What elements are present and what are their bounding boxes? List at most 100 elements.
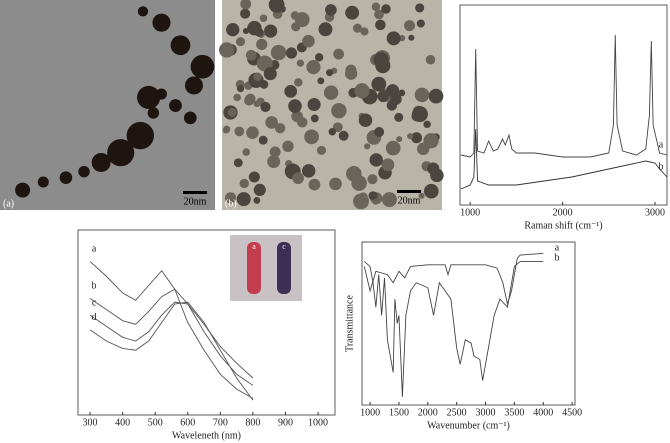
particle bbox=[414, 87, 430, 103]
x-tick-label: 300 bbox=[83, 417, 98, 428]
particle bbox=[223, 125, 231, 133]
series-label: b bbox=[92, 281, 97, 292]
particle bbox=[423, 183, 439, 199]
x-tick-label: 500 bbox=[148, 417, 163, 428]
particle bbox=[372, 198, 379, 205]
particle bbox=[407, 133, 414, 140]
particle bbox=[248, 171, 260, 183]
x-tick-label: 3500 bbox=[504, 407, 524, 418]
particle bbox=[285, 47, 298, 59]
particle bbox=[352, 23, 363, 33]
x-axis-label: Waveleneth (nm) bbox=[172, 430, 241, 441]
y-axis-label: Transmittance bbox=[344, 295, 355, 352]
particle bbox=[369, 153, 383, 167]
particle bbox=[404, 20, 416, 32]
plot-frame bbox=[361, 241, 576, 406]
vial bbox=[277, 242, 291, 294]
inset-photo: a c bbox=[230, 235, 302, 301]
particle bbox=[423, 120, 431, 129]
x-tick-label: 800 bbox=[245, 417, 260, 428]
particle bbox=[263, 67, 277, 81]
particle bbox=[378, 93, 388, 103]
x-tick-label: 1500 bbox=[389, 407, 409, 418]
particle bbox=[325, 87, 338, 100]
particle bbox=[306, 60, 321, 75]
particle bbox=[317, 77, 325, 85]
particle bbox=[307, 98, 321, 112]
x-tick-label: 4000 bbox=[533, 407, 553, 418]
particle bbox=[418, 192, 425, 199]
particle bbox=[147, 107, 160, 119]
vial bbox=[247, 242, 261, 294]
series-line bbox=[89, 301, 254, 379]
particle bbox=[329, 177, 342, 191]
particle bbox=[294, 78, 303, 87]
particle bbox=[137, 85, 161, 109]
particle bbox=[364, 143, 371, 150]
series-label: c bbox=[92, 297, 97, 308]
particle bbox=[183, 111, 197, 125]
particle bbox=[398, 89, 406, 97]
x-tick-label: 700 bbox=[213, 417, 228, 428]
particle bbox=[137, 6, 149, 17]
x-tick-label: 2000 bbox=[553, 207, 573, 218]
particle bbox=[256, 38, 268, 51]
particle bbox=[326, 69, 334, 77]
particle bbox=[245, 93, 256, 104]
plot-frame bbox=[459, 4, 668, 206]
series-line bbox=[460, 128, 668, 190]
particle bbox=[296, 59, 305, 67]
particle bbox=[367, 174, 378, 185]
scale-label: 20nm bbox=[398, 195, 421, 206]
particle bbox=[240, 8, 251, 19]
particle bbox=[292, 172, 304, 185]
particle bbox=[275, 123, 286, 134]
x-tick-label: 1000 bbox=[460, 207, 480, 218]
particle bbox=[354, 83, 370, 99]
particle bbox=[390, 93, 402, 105]
x-tick-label: 1000 bbox=[308, 417, 328, 428]
x-tick-label: 400 bbox=[115, 417, 130, 428]
particle bbox=[353, 193, 369, 210]
particle bbox=[374, 9, 384, 20]
scale-label: 20nm bbox=[184, 196, 207, 207]
series-label: d bbox=[92, 312, 97, 323]
series-line bbox=[364, 261, 544, 397]
series-line bbox=[363, 252, 544, 306]
panel-label: (a) bbox=[3, 198, 14, 209]
particle bbox=[239, 178, 249, 189]
particle bbox=[235, 37, 246, 47]
particle bbox=[425, 55, 436, 65]
x-tick-label: 600 bbox=[180, 417, 195, 428]
particle bbox=[316, 145, 327, 156]
particle bbox=[345, 5, 360, 20]
particle bbox=[411, 132, 423, 144]
particle bbox=[190, 54, 215, 79]
x-axis-label: Raman shift (cm⁻¹) bbox=[524, 220, 602, 231]
x-tick-label: 4500 bbox=[562, 407, 582, 418]
particle bbox=[371, 2, 381, 11]
scale-bar bbox=[397, 190, 421, 193]
particle bbox=[169, 99, 182, 112]
particle bbox=[225, 192, 237, 204]
particle bbox=[423, 133, 439, 149]
particle bbox=[107, 139, 135, 167]
particle bbox=[328, 128, 337, 136]
particle bbox=[291, 22, 301, 32]
particle bbox=[258, 135, 268, 145]
particle bbox=[236, 85, 245, 93]
particle bbox=[428, 88, 444, 104]
particle bbox=[371, 76, 387, 92]
particle bbox=[375, 19, 386, 31]
panel-label: (b) bbox=[225, 198, 237, 209]
series-label: a bbox=[555, 242, 560, 253]
particle bbox=[78, 165, 90, 178]
particle bbox=[233, 158, 243, 168]
particle bbox=[260, 101, 271, 113]
particle bbox=[37, 176, 49, 188]
particle bbox=[240, 0, 252, 10]
particle bbox=[264, 24, 278, 38]
particle bbox=[381, 192, 397, 208]
particle bbox=[411, 110, 423, 122]
